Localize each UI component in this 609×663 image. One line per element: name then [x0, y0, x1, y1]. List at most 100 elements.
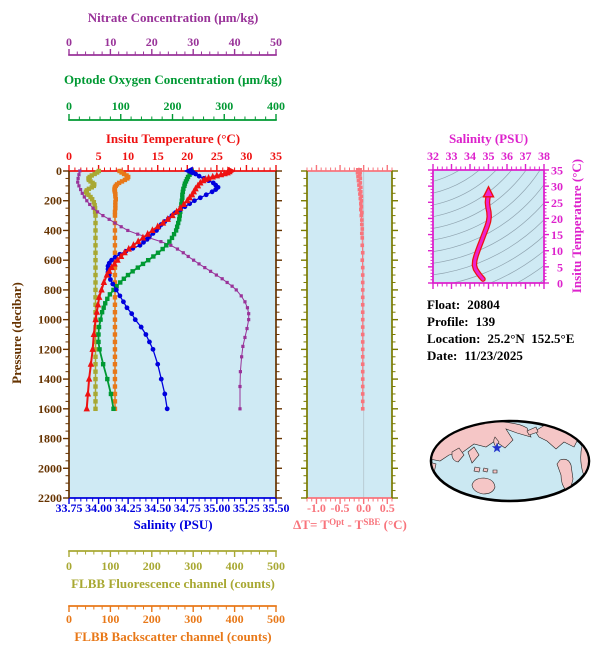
svg-text:100: 100: [112, 99, 130, 113]
svg-text:15: 15: [152, 149, 164, 163]
oxygen-axis: 0 100 200 300 400: [66, 99, 285, 121]
svg-text:400: 400: [226, 559, 244, 573]
delta-t-bottom-axis: -1.0 -0.5 0.0 0.5: [306, 497, 395, 515]
svg-text:35.25: 35.25: [233, 501, 260, 515]
profile-row: Profile: 139: [427, 313, 574, 330]
pressure-axis-title: Pressure (decibar): [9, 282, 24, 384]
location-value: 25.2°N 152.5°E: [487, 331, 575, 346]
ts-salinity-axis-title: Salinity (PSU): [448, 131, 529, 146]
svg-text:0: 0: [56, 164, 62, 178]
ts-diagram: 32 33 34 35 36 37 38 0 5 10 15 20 25 30 35: [427, 149, 563, 291]
temperature-axis-title: Insitu Temperature (°C): [105, 131, 241, 146]
svg-text:35.00: 35.00: [203, 501, 230, 515]
svg-text:0.0: 0.0: [356, 501, 371, 515]
oxygen-axis-title: Optode Oxygen Concentration (μm/kg): [64, 72, 282, 87]
svg-text:5: 5: [96, 149, 102, 163]
svg-text:20: 20: [181, 149, 193, 163]
svg-text:500: 500: [267, 559, 285, 573]
svg-text:1000: 1000: [38, 313, 62, 327]
svg-text:10: 10: [104, 35, 116, 49]
float-label: Float:: [427, 297, 461, 312]
ts-top-axis: 32 33 34 35 36 37 38: [427, 149, 550, 171]
svg-text:5: 5: [557, 260, 563, 274]
svg-text:35.50: 35.50: [263, 501, 290, 515]
svg-text:40: 40: [229, 35, 241, 49]
svg-text:400: 400: [267, 99, 285, 113]
svg-text:200: 200: [164, 99, 182, 113]
delta-t-plot: -1.0 -0.5 0.0 0.5: [301, 165, 398, 515]
svg-text:34.50: 34.50: [144, 501, 171, 515]
svg-text:35: 35: [551, 164, 563, 178]
svg-text:30: 30: [551, 180, 563, 194]
svg-text:0: 0: [66, 612, 72, 626]
delta-t-right-frame: [391, 170, 398, 499]
svg-text:35: 35: [483, 149, 495, 163]
svg-text:34.25: 34.25: [115, 501, 142, 515]
ts-bottom-axis: [432, 282, 545, 289]
svg-text:34.75: 34.75: [174, 501, 201, 515]
ts-left-axis: [428, 169, 434, 284]
pressure-axis-left: 0 200 400 600 800 1000 1200 1400 1600 1800 2000 220…: [38, 164, 70, 505]
svg-text:-1.0: -1.0: [307, 501, 326, 515]
svg-text:32: 32: [427, 149, 439, 163]
backscatter-axis-title: FLBB Backscatter channel (counts): [74, 629, 272, 644]
world-map: [429, 419, 591, 503]
date-row: Date: 11/23/2025: [427, 347, 574, 364]
svg-text:600: 600: [44, 253, 62, 267]
svg-text:200: 200: [44, 194, 62, 208]
series-salinity: [105, 166, 221, 412]
svg-text:20: 20: [146, 35, 158, 49]
date-label: Date:: [427, 348, 458, 363]
svg-text:300: 300: [184, 559, 202, 573]
svg-text:2200: 2200: [38, 491, 62, 505]
svg-text:800: 800: [44, 283, 62, 297]
svg-text:37: 37: [520, 149, 532, 163]
svg-text:2000: 2000: [38, 461, 62, 475]
salinity-axis: 33.75 34.00 34.25 34.50 34.75 35.00 35.25 35.50: [56, 497, 290, 515]
svg-text:0: 0: [557, 277, 563, 291]
svg-text:1400: 1400: [38, 372, 62, 386]
pressure-axis-right: [275, 170, 282, 499]
series-nitrate: [76, 169, 251, 411]
location-row: Location: 25.2°N 152.5°E: [427, 330, 574, 347]
series-delta-t: [355, 168, 365, 411]
svg-text:36: 36: [501, 149, 513, 163]
delta-t-title-mid: - T: [344, 517, 364, 532]
svg-text:300: 300: [184, 612, 202, 626]
nitrate-axis: 0 10 20 30 40 50: [66, 35, 282, 56]
float-location-star: [491, 442, 503, 453]
fluorescence-axis: 0 100 200 300 400 500: [66, 550, 285, 573]
svg-text:10: 10: [122, 149, 134, 163]
delta-t-title-pre: ΔT= T: [293, 517, 330, 532]
svg-text:500: 500: [267, 612, 285, 626]
svg-text:100: 100: [101, 612, 119, 626]
svg-text:400: 400: [226, 612, 244, 626]
date-value: 11/23/2025: [464, 348, 523, 363]
svg-text:0: 0: [66, 99, 72, 113]
svg-text:-0.5: -0.5: [331, 501, 350, 515]
svg-text:1200: 1200: [38, 342, 62, 356]
ts-right-axis: 0 5 10 15 20 25 30 35: [543, 164, 563, 291]
ts-temperature-axis-title: Insitu Temperature (°C): [569, 158, 584, 294]
profile-label: Profile:: [427, 314, 469, 329]
ts-curve: [471, 185, 495, 282]
temperature-axis: 0 5 10 15 20 25 30 35: [66, 149, 282, 172]
svg-text:1800: 1800: [38, 432, 62, 446]
delta-t-title-post: (°C): [380, 517, 407, 532]
svg-text:50: 50: [270, 35, 282, 49]
nitrate-axis-title: Nitrate Concentration (μm/kg): [87, 10, 259, 25]
svg-text:10: 10: [551, 244, 563, 258]
location-label: Location:: [427, 331, 481, 346]
svg-text:200: 200: [143, 559, 161, 573]
float-id-row: Float: 20804: [427, 296, 574, 313]
svg-text:400: 400: [44, 223, 62, 237]
salinity-axis-title: Salinity (PSU): [133, 517, 213, 532]
svg-text:34.00: 34.00: [85, 501, 112, 515]
svg-text:30: 30: [187, 35, 199, 49]
series-backscatter: [112, 168, 131, 412]
backscatter-axis: 0 100 200 300 400 500: [66, 605, 285, 626]
svg-text:30: 30: [240, 149, 252, 163]
delta-t-axis-title: ΔT= TOpt - TSBE (°C): [285, 517, 415, 533]
